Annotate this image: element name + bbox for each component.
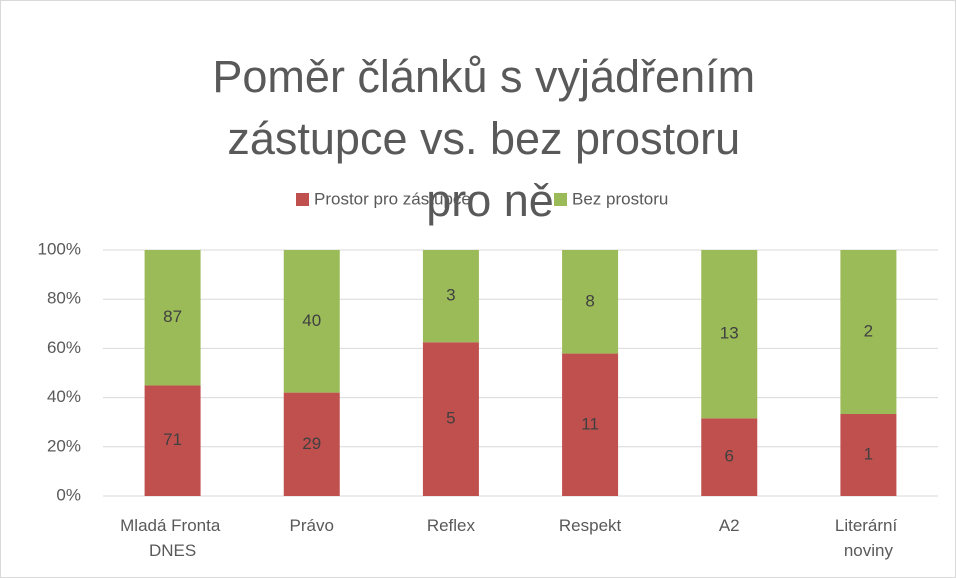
bar-segment [422,342,479,496]
y-tick-label: 100% [38,239,81,258]
data-label: 1 [864,444,873,463]
data-label: 13 [720,324,739,343]
x-tick-label: A2 [719,516,740,535]
chart-title: Poměr článků s vyjádřením zástupce vs. b… [212,51,767,226]
bar-segment [840,414,897,496]
x-tick-label: Mladá Fronta DNES [120,516,225,560]
data-label: 8 [585,291,594,310]
data-label: 11 [581,414,599,433]
data-label: 40 [302,311,321,330]
bar-segment [283,392,340,496]
y-tick-label: 60% [47,338,81,357]
x-tick-label: Literární noviny [835,516,902,560]
bar-segment [562,353,619,496]
y-tick-label: 80% [47,289,81,308]
x-tick-label: Respekt [559,516,622,535]
legend-label: Bez prostoru [572,189,668,208]
legend-label: Prostor pro zástupce [314,189,471,208]
x-tick-label: Reflex [427,516,476,535]
legend-swatch [554,193,567,206]
data-label: 29 [302,434,321,453]
data-label: 87 [163,307,182,326]
bar-segment [562,250,619,354]
data-label: 6 [725,447,734,466]
y-tick-label: 40% [47,387,81,406]
data-label: 3 [446,286,455,305]
bar-segment [144,250,201,386]
legend-swatch [296,193,309,206]
bar-segment [840,250,897,414]
data-label: 2 [864,321,873,340]
bar-segment [422,250,479,343]
data-label: 5 [446,409,455,428]
bar-segment [283,250,340,393]
bar-segment [701,418,758,496]
bar-segment [701,250,758,419]
x-tick-label: Právo [290,516,334,535]
y-tick-label: 0% [56,485,81,504]
y-tick-label: 20% [47,436,81,455]
bar-segment [144,385,201,496]
data-label: 71 [163,430,182,449]
